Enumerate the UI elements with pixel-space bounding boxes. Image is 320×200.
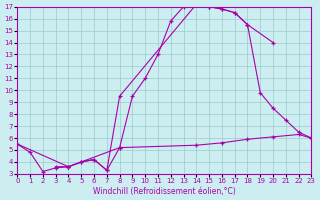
- X-axis label: Windchill (Refroidissement éolien,°C): Windchill (Refroidissement éolien,°C): [93, 187, 236, 196]
